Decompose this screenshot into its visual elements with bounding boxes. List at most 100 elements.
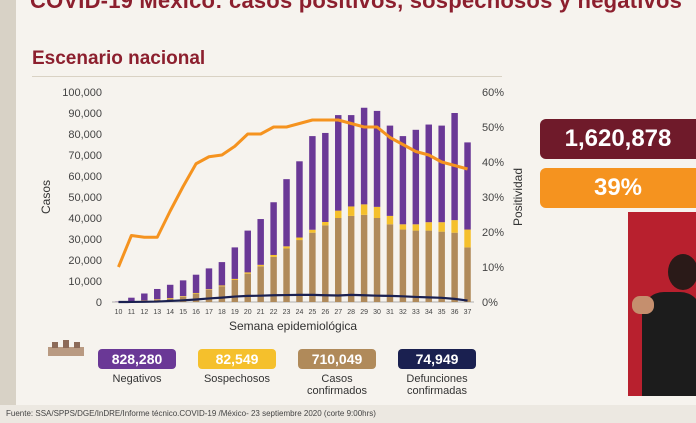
sign-language-interpreter-video — [628, 212, 696, 396]
x-axis-title: Semana epidemiológica — [229, 319, 357, 333]
bar-negativos — [425, 124, 432, 223]
bar-confirmados — [464, 247, 471, 302]
y2-tick-label: 10% — [482, 262, 504, 274]
bar-negativos — [464, 142, 471, 230]
y-tick-label: 70,000 — [68, 150, 102, 162]
y-tick-label: 80,000 — [68, 129, 102, 141]
x-tick-label: 37 — [464, 309, 472, 316]
bar-sospechosos — [425, 222, 432, 231]
bar-negativos — [128, 297, 135, 302]
bar-negativos — [438, 125, 445, 223]
bar-confirmados — [270, 256, 277, 302]
x-tick-label: 14 — [166, 309, 174, 316]
y2-tick-label: 40% — [482, 157, 504, 169]
source-footer: Fuente: SSA/SPPS/DGE/InDRE/Informe técni… — [0, 405, 696, 423]
x-tick-label: 11 — [128, 309, 135, 316]
y-tick-label: 90,000 — [68, 108, 102, 120]
y-tick-label: 60,000 — [68, 171, 102, 183]
bar-sospechosos — [166, 298, 174, 299]
x-tick-label: 36 — [451, 309, 459, 316]
summary-confirmados: 710,049 Casos confirmados — [298, 349, 376, 397]
bar-negativos — [399, 136, 407, 225]
bar-sospechosos — [322, 221, 329, 226]
bar-negativos — [244, 230, 251, 273]
x-tick-label: 10 — [115, 309, 123, 316]
bar-confirmados — [438, 231, 445, 302]
page-title: COVID-19 México: casos positivos, sospec… — [30, 0, 683, 13]
x-tick-label: 19 — [231, 309, 239, 316]
bar-confirmados — [347, 215, 355, 302]
bar-confirmados — [322, 225, 329, 302]
bar-confirmados — [360, 214, 368, 302]
summary-sospechosos-value: 82,549 — [198, 349, 276, 369]
y2-tick-label: 60% — [482, 87, 504, 99]
bar-confirmados — [257, 266, 264, 302]
y-tick-label: 50,000 — [68, 192, 102, 204]
bar-sospechosos — [192, 292, 200, 294]
bar-negativos — [360, 107, 368, 205]
y-tick-label: 100,000 — [62, 87, 102, 99]
x-tick-label: 34 — [425, 309, 433, 316]
bar-negativos — [270, 202, 277, 255]
bar-sospechosos — [244, 272, 251, 274]
bar-negativos — [322, 132, 329, 222]
x-tick-label: 15 — [179, 309, 187, 316]
bar-sospechosos — [451, 220, 458, 233]
summary-confirmados-label: Casos confirmados — [307, 373, 367, 397]
bar-negativos — [141, 293, 148, 301]
x-tick-label: 22 — [270, 309, 278, 316]
summary-negativos: 828,280 Negativos — [98, 349, 176, 385]
x-tick-label: 20 — [244, 309, 252, 316]
bar-sospechosos — [283, 246, 290, 249]
y2-tick-label: 50% — [482, 122, 504, 134]
bar-sospechosos — [399, 224, 407, 230]
y-tick-label: 10,000 — [68, 276, 102, 288]
bar-negativos — [335, 115, 342, 211]
bar-negativos — [205, 268, 213, 290]
y2-axis-title: Positividad — [511, 168, 525, 226]
bar-confirmados — [399, 229, 407, 302]
bar-negativos — [179, 280, 187, 297]
bar-sospechosos — [309, 229, 316, 233]
bar-sospechosos — [270, 254, 277, 257]
summary-defunciones: 74,949 Defunciones confirmadas — [398, 349, 476, 397]
bar-negativos — [283, 179, 290, 247]
x-tick-label: 35 — [438, 309, 446, 316]
x-tick-label: 27 — [334, 309, 342, 316]
x-tick-label: 29 — [360, 309, 368, 316]
y2-tick-label: 30% — [482, 192, 504, 204]
bar-confirmados — [283, 248, 290, 302]
bar-confirmados — [192, 293, 200, 302]
bar-negativos — [257, 219, 264, 265]
bar-sospechosos — [154, 299, 161, 300]
bar-negativos — [154, 288, 161, 300]
bar-confirmados — [244, 273, 251, 302]
bar-negativos — [296, 161, 303, 238]
x-tick-label: 33 — [412, 309, 420, 316]
y-tick-label: 0 — [96, 297, 102, 309]
bar-confirmados — [218, 286, 226, 302]
bar-confirmados — [205, 289, 213, 302]
y2-tick-label: 20% — [482, 227, 504, 239]
x-tick-label: 18 — [218, 309, 226, 316]
x-tick-label: 13 — [153, 309, 161, 316]
bar-confirmados — [386, 224, 394, 302]
bar-sospechosos — [257, 264, 264, 267]
bar-sospechosos — [296, 237, 303, 241]
x-tick-label: 24 — [296, 309, 304, 316]
summary-sospechosos-label: Sospechosos — [203, 373, 271, 385]
y2-tick-label: 0% — [482, 297, 498, 309]
bar-negativos — [166, 284, 174, 299]
y-tick-label: 30,000 — [68, 234, 102, 246]
x-tick-label: 26 — [321, 309, 329, 316]
summary-defunciones-value: 74,949 — [398, 349, 476, 369]
bar-negativos — [192, 274, 200, 293]
positivity-badge: 39% — [540, 168, 696, 208]
bar-sospechosos — [360, 204, 368, 215]
bar-sospechosos — [205, 289, 213, 290]
x-tick-label: 23 — [283, 309, 291, 316]
x-tick-label: 21 — [257, 309, 265, 316]
bar-negativos — [412, 129, 420, 225]
bar-sospechosos — [386, 215, 394, 225]
